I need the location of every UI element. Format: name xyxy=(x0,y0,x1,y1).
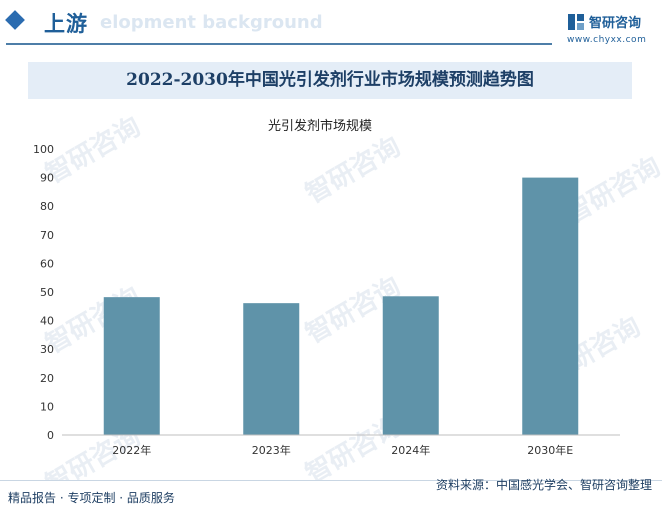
y-axis: 0 10 20 30 40 50 60 70 80 90 100 xyxy=(33,143,54,442)
bar xyxy=(243,303,300,435)
page-footer: 精品报告 · 专项定制 · 品质服务 xyxy=(0,480,662,510)
y-tick-label: 60 xyxy=(40,257,54,270)
y-tick-label: 50 xyxy=(40,286,54,299)
bar xyxy=(522,177,579,435)
footer-tagline: 精品报告 · 专项定制 · 品质服务 xyxy=(8,491,175,505)
y-tick-label: 20 xyxy=(40,372,54,385)
y-tick-label: 10 xyxy=(40,400,54,413)
y-tick-label: 80 xyxy=(40,200,54,213)
brand-url: www.chyxx.com xyxy=(567,35,647,45)
x-tick-label: 2024年 xyxy=(391,443,430,457)
brand-name: 智研咨询 xyxy=(589,16,642,31)
section-title: 上游 xyxy=(44,12,88,36)
header-background-text: elopment background xyxy=(100,12,323,33)
page-header: elopment background 上游 xyxy=(0,0,662,45)
x-tick-label: 2030年E xyxy=(527,443,573,457)
brand-logo: 智研咨询 www.chyxx.com xyxy=(567,11,657,47)
y-tick-label: 40 xyxy=(40,315,54,328)
bar xyxy=(103,297,160,435)
y-tick-label: 100 xyxy=(33,143,54,156)
y-tick-label: 30 xyxy=(40,343,54,356)
chart-banner: 2022-2030年中国光引发剂行业市场规模预测趋势图 xyxy=(28,62,632,99)
x-axis: 2022年 2023年 2024年 2030年E xyxy=(62,434,620,457)
chart-title: 光引发剂市场规模 xyxy=(268,118,372,134)
x-tick-label: 2023年 xyxy=(252,443,291,457)
brand-logo-icon xyxy=(568,14,584,30)
data-source: 资料来源：中国感光学会、智研咨询整理 xyxy=(435,478,652,492)
footer-divider xyxy=(0,480,662,481)
bar xyxy=(382,296,439,435)
chart-main-title: 2022-2030年中国光引发剂行业市场规模预测趋势图 xyxy=(126,70,534,90)
header-divider xyxy=(6,43,552,45)
bars xyxy=(103,177,579,435)
diamond-icon xyxy=(5,10,25,30)
x-tick-label: 2022年 xyxy=(112,443,151,457)
y-tick-label: 90 xyxy=(40,172,54,185)
y-tick-label: 70 xyxy=(40,229,54,242)
y-tick-label: 0 xyxy=(47,429,54,442)
